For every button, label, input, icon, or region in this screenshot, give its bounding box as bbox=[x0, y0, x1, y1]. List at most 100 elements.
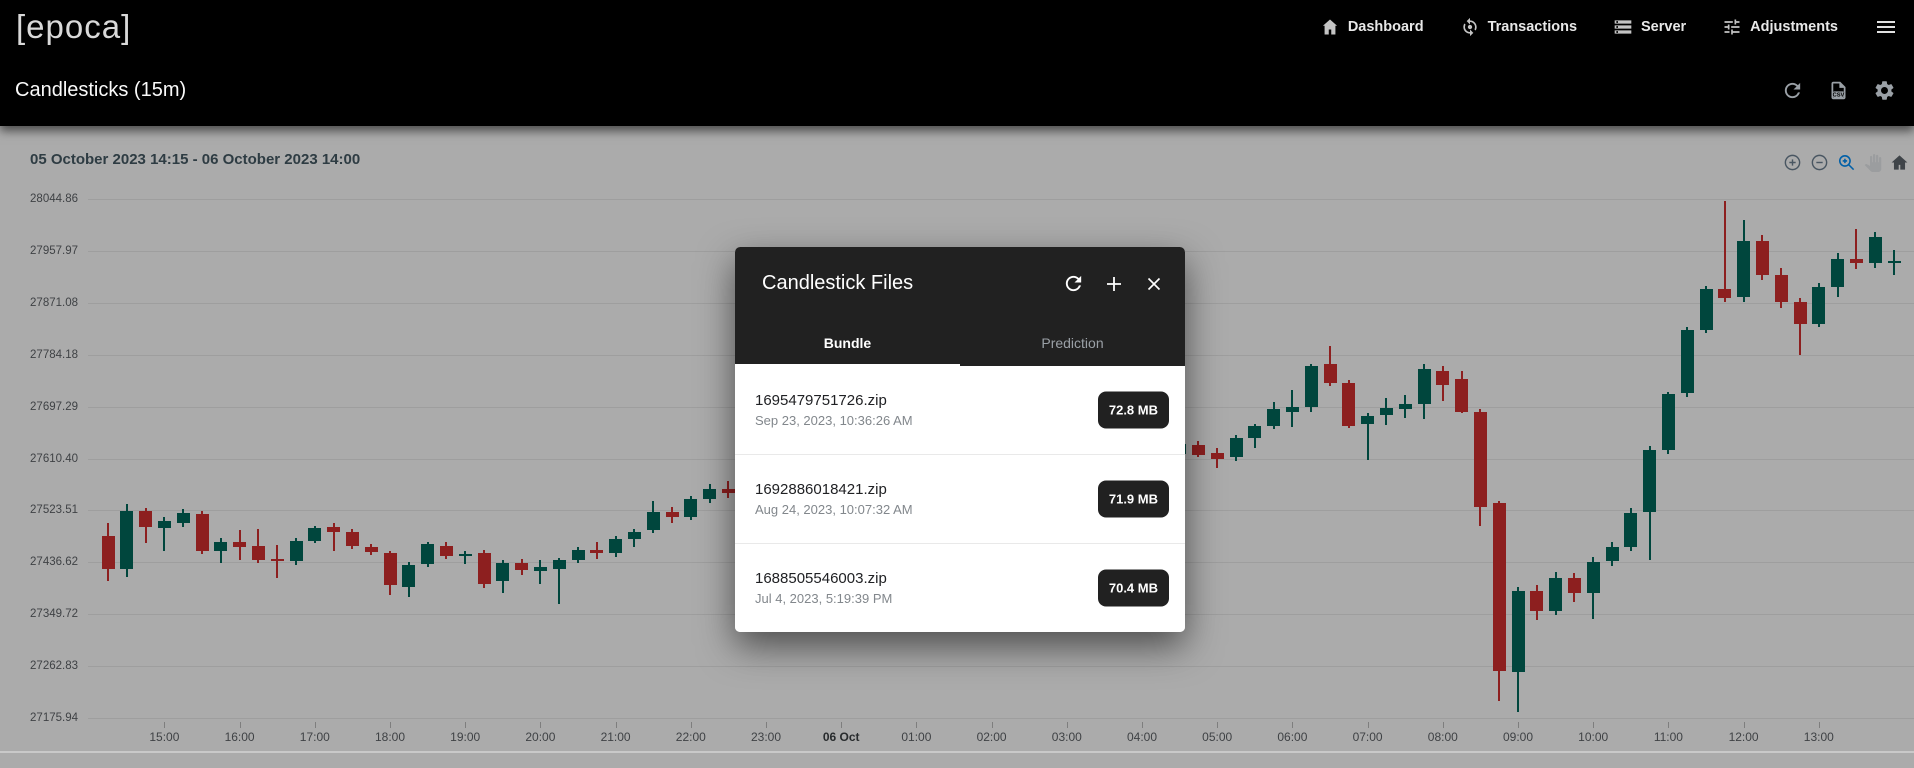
pan-button[interactable] bbox=[1864, 153, 1882, 172]
candle bbox=[1285, 407, 1299, 413]
dialog-header: Candlestick Files bbox=[735, 247, 1185, 320]
y-axis-label: 27436.62 bbox=[30, 556, 78, 569]
candle bbox=[439, 545, 453, 557]
gridline bbox=[88, 666, 1914, 668]
file-list-item[interactable]: 1688505546003.zip Jul 4, 2023, 5:19:39 P… bbox=[735, 544, 1185, 632]
x-axis-label: 18:00 bbox=[374, 730, 406, 744]
menu-button[interactable] bbox=[1874, 15, 1898, 39]
zoom-in-button[interactable] bbox=[1783, 153, 1802, 172]
file-list-item[interactable]: 1695479751726.zip Sep 23, 2023, 10:36:26… bbox=[735, 366, 1185, 455]
nav-transactions[interactable]: Transactions bbox=[1460, 17, 1577, 37]
x-axis-tick bbox=[239, 722, 241, 728]
x-axis-tick bbox=[540, 722, 542, 728]
home-icon bbox=[1322, 19, 1337, 35]
tab-bundle[interactable]: Bundle bbox=[735, 320, 960, 366]
x-axis-label: 22:00 bbox=[675, 730, 706, 744]
pan-icon bbox=[1864, 153, 1882, 172]
svg-text:CSV: CSV bbox=[1833, 92, 1845, 98]
nav-adjustments[interactable]: Adjustments bbox=[1722, 17, 1838, 37]
file-size-badge: 72.8 MB bbox=[1097, 391, 1169, 429]
candle bbox=[1793, 302, 1807, 325]
x-axis-tick bbox=[1818, 722, 1820, 728]
candle bbox=[345, 532, 359, 546]
candle bbox=[176, 513, 190, 524]
x-axis-tick bbox=[1066, 722, 1068, 728]
zoom-selection-button[interactable] bbox=[1837, 153, 1856, 172]
nav-server[interactable]: Server bbox=[1613, 17, 1686, 37]
file-name: 1688505546003.zip bbox=[755, 570, 887, 587]
candle-wick bbox=[332, 523, 335, 551]
candle bbox=[571, 549, 585, 561]
candle bbox=[1210, 453, 1224, 460]
candle bbox=[1248, 425, 1262, 438]
main-nav: Dashboard Transactions Server Adjustment… bbox=[1320, 15, 1914, 39]
settings-icon bbox=[1875, 80, 1894, 100]
zoom-out-button[interactable] bbox=[1810, 153, 1829, 172]
candle bbox=[609, 539, 623, 554]
x-axis-tick bbox=[766, 722, 767, 728]
candle bbox=[1492, 502, 1506, 671]
chart-range-label: 05 October 2023 14:15 - 06 October 2023 … bbox=[30, 151, 361, 168]
settings-button[interactable] bbox=[1873, 79, 1896, 102]
x-axis-label: 10:00 bbox=[1578, 730, 1609, 744]
candle bbox=[1774, 274, 1788, 303]
server-icon bbox=[1614, 20, 1632, 34]
candle-wick bbox=[464, 551, 467, 565]
zoom-in-icon bbox=[1784, 154, 1801, 171]
refresh-icon bbox=[1784, 82, 1801, 98]
candle bbox=[590, 549, 604, 554]
tab-prediction[interactable]: Prediction bbox=[960, 320, 1185, 366]
x-axis-label: 16:00 bbox=[224, 730, 255, 744]
dialog-actions bbox=[1062, 272, 1165, 296]
candle bbox=[120, 510, 134, 570]
candle bbox=[1473, 412, 1487, 507]
nav-server-label: Server bbox=[1641, 19, 1687, 35]
y-axis-label: 27871.08 bbox=[30, 296, 78, 309]
file-size-badge: 71.9 MB bbox=[1097, 480, 1169, 518]
tab-bundle-label: Bundle bbox=[823, 335, 872, 351]
candle-wick bbox=[1855, 228, 1858, 269]
candle bbox=[1699, 288, 1713, 330]
x-axis-label: 08:00 bbox=[1427, 730, 1458, 744]
candle-wick bbox=[1799, 297, 1801, 355]
candle bbox=[1567, 578, 1581, 594]
candle-wick bbox=[1723, 201, 1726, 303]
candle bbox=[1737, 240, 1751, 298]
add-icon bbox=[1107, 276, 1121, 291]
module-actions: CSV bbox=[1781, 79, 1914, 102]
dialog-close-button[interactable] bbox=[1143, 273, 1165, 295]
x-axis-label: 13:00 bbox=[1803, 730, 1834, 744]
reset-zoom-home-icon bbox=[1891, 155, 1908, 170]
candle bbox=[477, 552, 491, 585]
tab-prediction-label: Prediction bbox=[1041, 335, 1104, 351]
candle bbox=[515, 562, 529, 570]
file-name: 1692886018421.zip bbox=[755, 481, 887, 498]
dialog-add-button[interactable] bbox=[1102, 272, 1126, 296]
candle bbox=[721, 488, 735, 494]
candle bbox=[327, 526, 341, 532]
candle bbox=[1436, 370, 1450, 385]
transactions-icon bbox=[1462, 17, 1477, 37]
x-axis-label: 11:00 bbox=[1653, 730, 1683, 744]
candle bbox=[665, 511, 679, 518]
x-axis-label: 23:00 bbox=[750, 730, 782, 744]
candle bbox=[496, 562, 510, 581]
refresh-button[interactable] bbox=[1781, 79, 1804, 102]
dialog-title: Candlestick Files bbox=[762, 272, 914, 294]
candle-wick bbox=[539, 560, 542, 585]
dialog-refresh-button[interactable] bbox=[1062, 272, 1085, 295]
candle bbox=[157, 520, 171, 529]
x-axis-tick bbox=[164, 722, 166, 728]
candle bbox=[684, 499, 698, 518]
candle bbox=[1398, 404, 1412, 409]
file-list-item[interactable]: 1692886018421.zip Aug 24, 2023, 10:07:32… bbox=[735, 455, 1185, 544]
y-axis-label: 27523.51 bbox=[30, 504, 78, 517]
zoom-selection-icon bbox=[1838, 154, 1855, 171]
candle bbox=[1267, 408, 1281, 427]
export-csv-button[interactable]: CSV bbox=[1828, 80, 1849, 101]
candle bbox=[101, 536, 115, 570]
nav-dashboard[interactable]: Dashboard bbox=[1320, 17, 1424, 37]
reset-zoom-button[interactable] bbox=[1890, 153, 1909, 172]
x-axis-label: 01:00 bbox=[901, 730, 932, 744]
x-axis-label: 06:00 bbox=[1277, 730, 1308, 744]
